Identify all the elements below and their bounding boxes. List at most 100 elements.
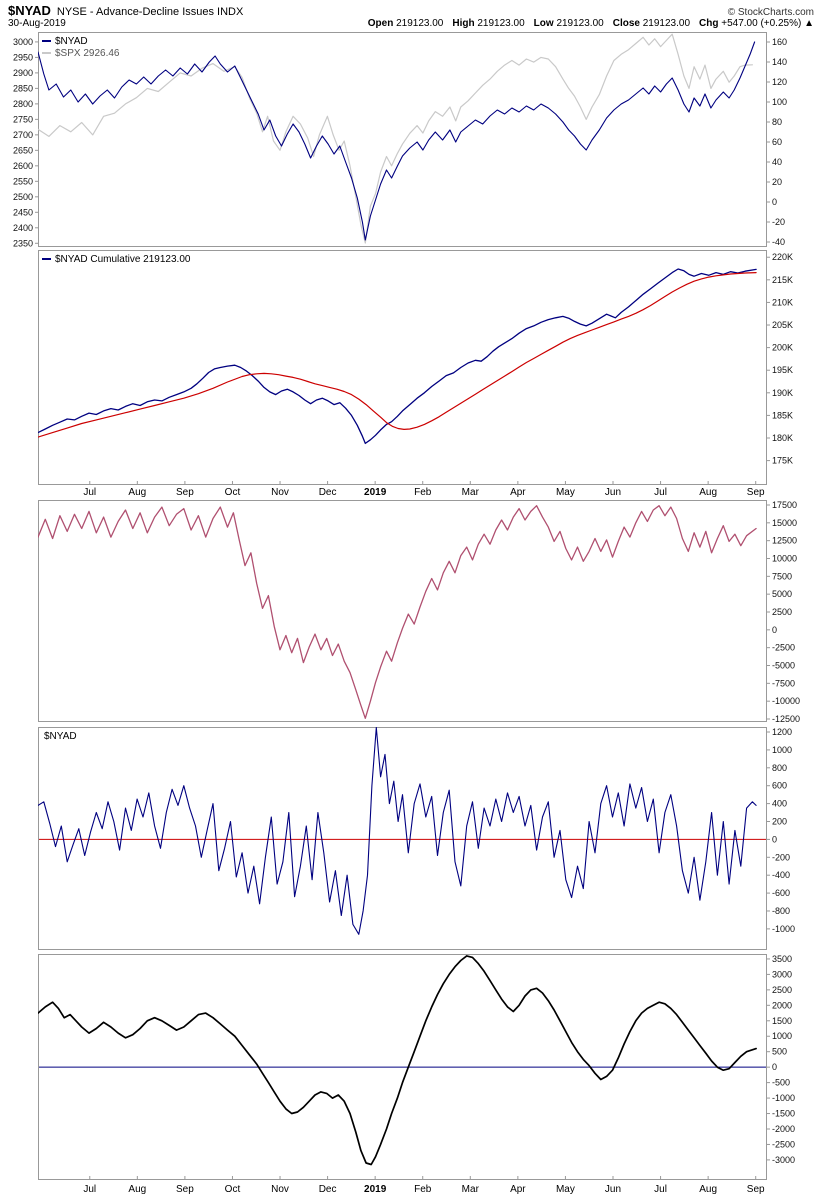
y-tick-label: 195K [772, 365, 793, 375]
y-tick-label: 80 [772, 117, 782, 127]
y-tick-label: 210K [772, 297, 793, 307]
x-tick-label: Jul [654, 1184, 667, 1195]
x-tick-label: Jul [83, 1184, 97, 1195]
y-tick-label: 215K [772, 275, 793, 285]
y-tick-label: -20 [772, 217, 785, 227]
y-tick-label: 3500 [772, 954, 792, 964]
x-axis-labels-mid: Jul Aug Sep Oct Nov Dec 2019 Feb Mar Apr May Jun Jul… [0, 487, 820, 500]
chart-title: NYSE - Advance-Decline Issues INDX [56, 6, 244, 18]
y-tick-label: 60 [772, 137, 782, 147]
quote-close: Close 219123.00 [612, 18, 691, 29]
x-tick-label: Aug [699, 1184, 718, 1195]
y-tick-label: -7500 [772, 678, 795, 688]
chart-header: $NYAD NYSE - Advance-Decline Issues INDX… [8, 3, 814, 18]
x-tick-label: Jun [604, 1184, 622, 1195]
legend-line-swatch [42, 52, 51, 55]
y-tick-label: 2950 [13, 52, 33, 62]
y-tick-label: -1500 [772, 1109, 795, 1119]
y-tick-label: 120 [772, 77, 787, 87]
y-tick-label: 1000 [772, 1031, 792, 1041]
series-line [38, 272, 757, 438]
x-tick-label: Aug [128, 1184, 147, 1195]
y-tick-label: 3000 [772, 969, 792, 979]
legend-label: $SPX 2926.46 [55, 48, 120, 59]
y-tick-label: 20 [772, 177, 782, 187]
x-tick-label: Mar [461, 1184, 479, 1195]
y-tick-label: 2750 [13, 114, 33, 124]
y-tick-label: -5000 [772, 661, 795, 671]
y-tick-label: -1000 [772, 924, 795, 934]
y-tick-label: 2500 [772, 985, 792, 995]
y-tick-label: 200 [772, 816, 787, 826]
y-tick-label: 220K [772, 252, 793, 262]
y-tick-label: 800 [772, 763, 787, 773]
y-tick-label: -12500 [772, 714, 800, 722]
y-tick-label: -2500 [772, 643, 795, 653]
quote-open: Open 219123.00 [367, 18, 444, 29]
x-tick-label: Sep [175, 487, 194, 498]
legend-label: $NYAD [44, 731, 77, 742]
legend-nyad-daily: $NYAD [44, 731, 77, 742]
x-tick-label: 2019 [364, 1184, 387, 1195]
y-tick-label: -3000 [772, 1155, 795, 1165]
series-line [38, 268, 757, 445]
x-tick-label: Mar [461, 487, 479, 498]
y-tick-label: 2850 [13, 83, 33, 93]
series-line [38, 505, 757, 719]
x-tick-label: Nov [271, 1184, 289, 1195]
series-line [38, 955, 757, 1166]
x-tick-label: Sep [175, 1184, 194, 1195]
y-tick-label: 12500 [772, 536, 797, 546]
y-tick-label: 2000 [772, 1000, 792, 1010]
y-tick-label: 2350 [13, 238, 33, 247]
quote-change: Chg +547.00 (+0.25%) ▲ [699, 18, 814, 29]
y-tick-label: 2550 [13, 176, 33, 186]
y-tick-label: 205K [772, 320, 793, 330]
y-tick-label: 7500 [772, 571, 792, 581]
x-tick-label: Apr [510, 487, 526, 498]
y-tick-label: 400 [772, 799, 787, 809]
x-tick-label: Oct [224, 487, 241, 498]
x-tick-label: Aug [128, 487, 147, 498]
y-tick-label: 2450 [13, 207, 33, 217]
y-tick-label: -600 [772, 888, 790, 898]
x-tick-label: Jul [654, 487, 667, 498]
y-tick-label: -500 [772, 1078, 790, 1088]
y-tick-label: 2800 [13, 99, 33, 109]
series-line [38, 33, 754, 244]
x-tick-label: Jun [604, 487, 622, 498]
y-tick-label: -10000 [772, 696, 800, 706]
up-arrow-icon: ▲ [804, 18, 814, 29]
legend-line-swatch [42, 258, 51, 261]
series-line [38, 41, 756, 241]
quote-line: 30-Aug-2019 Open 219123.00 High 219123.0… [8, 18, 814, 29]
y-tick-label: 100 [772, 97, 787, 107]
x-tick-label: 2019 [364, 487, 387, 498]
y-tick-label: 200K [772, 343, 793, 353]
legend-line-swatch [42, 40, 51, 43]
y-tick-label: 500 [772, 1047, 787, 1057]
y-tick-label: 3000 [13, 37, 33, 47]
legend-label: $NYAD Cumulative 219123.00 [55, 254, 191, 265]
y-tick-label: -400 [772, 870, 790, 880]
y-tick-label: 140 [772, 57, 787, 67]
x-axis-labels-bottom: Jul Aug Sep Oct Nov Dec 2019 Feb Mar Apr May Jun Jul… [0, 1184, 820, 1197]
x-tick-label: Nov [271, 487, 289, 498]
y-tick-label: -1000 [772, 1093, 795, 1103]
x-tick-label: Dec [318, 487, 337, 498]
y-tick-label: 0 [772, 625, 777, 635]
y-tick-label: 1500 [772, 1016, 792, 1026]
y-tick-label: 1000 [772, 745, 792, 755]
price-overlay-panel: 160 140 120 100 80 60 40 20 0 -20 -40 3000 2950 2900 2… [0, 32, 820, 247]
y-tick-label: 40 [772, 157, 782, 167]
y-tick-label: 190K [772, 388, 793, 398]
y-tick-label: 2500 [13, 192, 33, 202]
legend-spx: $SPX 2926.46 [42, 48, 120, 59]
quote-high: High 219123.00 [452, 18, 525, 29]
y-tick-label: 160 [772, 37, 787, 47]
x-tick-label: May [555, 1184, 575, 1195]
quote-low: Low 219123.00 [533, 18, 604, 29]
y-tick-label: 180K [772, 433, 793, 443]
x-tick-label: Feb [414, 1184, 432, 1195]
chart-date: 30-Aug-2019 [8, 18, 66, 29]
